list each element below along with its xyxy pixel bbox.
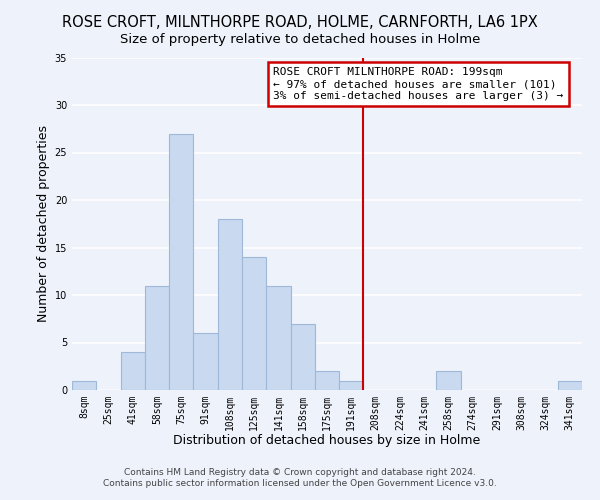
Y-axis label: Number of detached properties: Number of detached properties <box>37 125 50 322</box>
X-axis label: Distribution of detached houses by size in Holme: Distribution of detached houses by size … <box>173 434 481 448</box>
Bar <box>266 286 290 390</box>
Text: Contains HM Land Registry data © Crown copyright and database right 2024.
Contai: Contains HM Land Registry data © Crown c… <box>103 468 497 487</box>
Text: Size of property relative to detached houses in Holme: Size of property relative to detached ho… <box>120 32 480 46</box>
Bar <box>218 219 242 390</box>
Bar <box>339 380 364 390</box>
Bar <box>242 257 266 390</box>
Bar <box>290 324 315 390</box>
Bar <box>72 380 96 390</box>
Bar <box>121 352 145 390</box>
Bar <box>558 380 582 390</box>
Bar <box>193 333 218 390</box>
Bar <box>169 134 193 390</box>
Bar <box>315 371 339 390</box>
Text: ROSE CROFT MILNTHORPE ROAD: 199sqm
← 97% of detached houses are smaller (101)
3%: ROSE CROFT MILNTHORPE ROAD: 199sqm ← 97%… <box>274 68 564 100</box>
Bar <box>145 286 169 390</box>
Text: ROSE CROFT, MILNTHORPE ROAD, HOLME, CARNFORTH, LA6 1PX: ROSE CROFT, MILNTHORPE ROAD, HOLME, CARN… <box>62 15 538 30</box>
Bar <box>436 371 461 390</box>
